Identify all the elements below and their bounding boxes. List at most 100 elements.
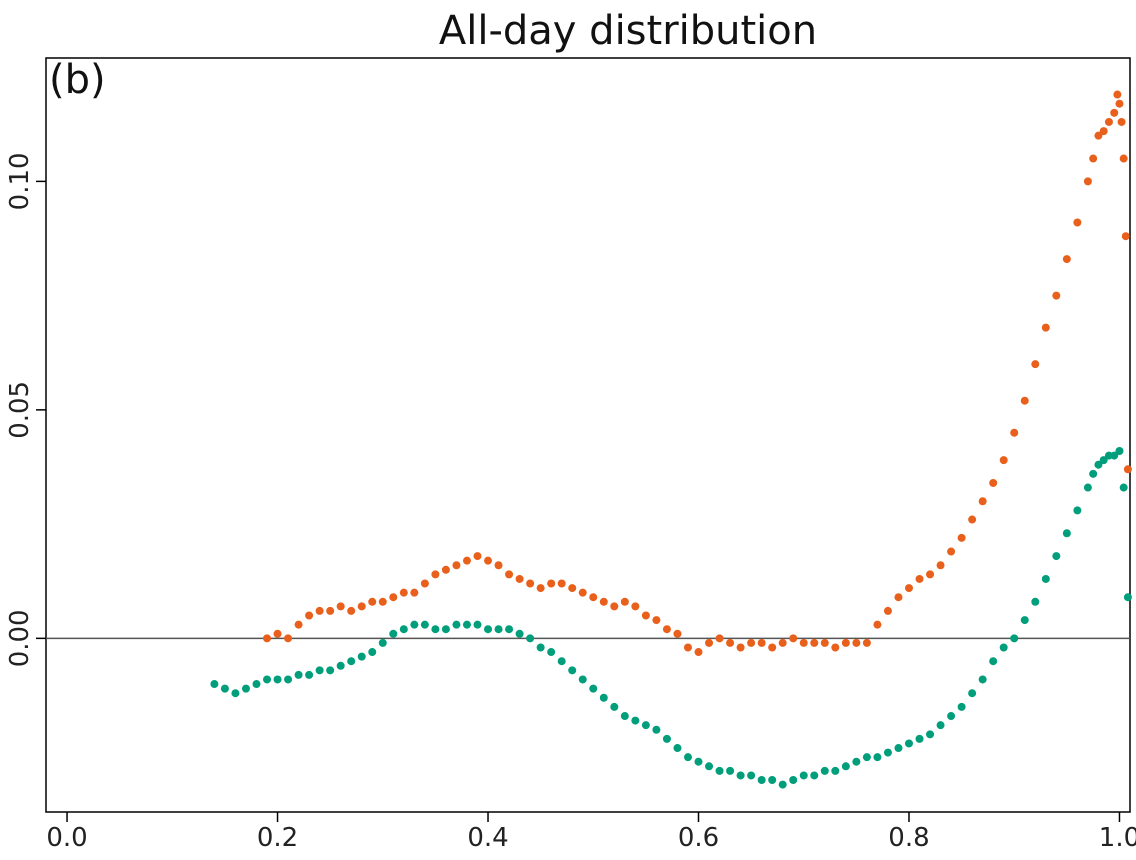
series-1-point: [726, 638, 735, 647]
series-1-point: [989, 478, 998, 487]
series-1-point: [915, 574, 924, 583]
series-2-point: [357, 652, 366, 661]
series-2-point: [1110, 451, 1119, 460]
y-tick-label: 0.00: [5, 609, 35, 667]
series-1-point: [736, 643, 745, 652]
series-1-point: [1031, 360, 1040, 369]
series-1-point: [578, 588, 587, 597]
panel-label: (b): [49, 57, 106, 103]
series-1-point: [494, 561, 503, 570]
series-2-point: [484, 625, 493, 634]
series-1-point: [862, 638, 871, 647]
series-1-point: [715, 634, 724, 643]
series-1-point: [999, 456, 1008, 465]
x-tick-label: 0.4: [467, 823, 508, 853]
series-2-point: [547, 648, 556, 657]
series-2-point: [231, 689, 240, 698]
y-tick-label: 0.10: [5, 152, 35, 210]
series-1-point: [399, 588, 408, 597]
series-2-point: [1123, 593, 1132, 602]
x-tick-label: 0.0: [46, 823, 87, 853]
series-1-point: [947, 547, 956, 556]
series-2-point: [1010, 634, 1019, 643]
series-2-point: [578, 675, 587, 684]
series-2-point: [378, 638, 387, 647]
x-tick-label: 0.6: [678, 823, 719, 853]
series-1-point: [694, 648, 703, 657]
series-2-point: [662, 734, 671, 743]
y-tick-label: 0.05: [5, 381, 35, 439]
series-2-point: [1020, 616, 1029, 625]
series-2-point: [284, 675, 293, 684]
series-2-point: [926, 730, 935, 739]
series-1-point: [841, 638, 850, 647]
series-1-point: [1110, 108, 1119, 117]
series-1-point: [873, 620, 882, 629]
series-1-point: [1083, 177, 1092, 186]
series-2-point: [947, 712, 956, 721]
series-2-point: [957, 702, 966, 711]
series-2-point: [399, 625, 408, 634]
series-1-point: [610, 602, 619, 611]
series-2-point: [389, 629, 398, 638]
series-2-point: [273, 675, 282, 684]
series-2-point: [789, 776, 798, 785]
series-2-point: [347, 657, 356, 666]
series-1-point: [673, 629, 682, 638]
series-1-point: [378, 597, 387, 606]
series-1-point: [473, 552, 482, 561]
series-1-point: [1052, 291, 1061, 300]
series-2-point: [873, 753, 882, 762]
series-1-point: [357, 602, 366, 611]
series-1-point: [1073, 218, 1082, 227]
series-2-point: [978, 675, 987, 684]
series-2-point: [368, 648, 377, 657]
series-2-point: [831, 766, 840, 775]
series-2-point: [1031, 597, 1040, 606]
series-1-point: [904, 584, 913, 593]
series-2-point: [494, 625, 503, 634]
series-1-point: [1119, 154, 1128, 163]
series-2-point: [631, 716, 640, 725]
x-tick-label: 0.8: [888, 823, 929, 853]
series-1-point: [515, 574, 524, 583]
series-2-point: [841, 762, 850, 771]
series-2-point: [315, 666, 324, 675]
series-2-point: [1073, 506, 1082, 515]
series-2-point: [810, 771, 819, 780]
series-2-point: [768, 776, 777, 785]
series-1-point: [799, 638, 808, 647]
series-2-point: [1089, 469, 1098, 478]
series-2-point: [883, 748, 892, 757]
series-1-point: [936, 561, 945, 570]
series-1-point: [589, 593, 598, 602]
series-2-point: [757, 776, 766, 785]
series-1-point: [768, 643, 777, 652]
series-1-point: [315, 606, 324, 615]
series-1-point: [705, 638, 714, 647]
series-2-point: [620, 712, 629, 721]
series-1-point: [305, 611, 314, 620]
series-1-point: [347, 606, 356, 615]
series-1-point: [431, 570, 440, 579]
series-2-point: [252, 680, 261, 689]
series-2-point: [715, 766, 724, 775]
series-2-point: [431, 625, 440, 634]
series-1-point: [883, 606, 892, 615]
series-1-point: [536, 584, 545, 593]
chart-title: All-day distribution: [439, 8, 817, 54]
series-1-point: [568, 584, 577, 593]
series-2-point: [294, 670, 303, 679]
series-2-point: [694, 757, 703, 766]
series-1-point: [557, 579, 566, 588]
series-1-point: [978, 497, 987, 506]
series-1-point: [957, 533, 966, 542]
series-1-point: [526, 579, 535, 588]
series-1-point: [505, 570, 514, 579]
series-2-point: [641, 721, 650, 730]
series-1-point: [926, 570, 935, 579]
series-2-point: [915, 734, 924, 743]
series-1-point: [1010, 428, 1019, 437]
series-2-point: [220, 684, 229, 693]
